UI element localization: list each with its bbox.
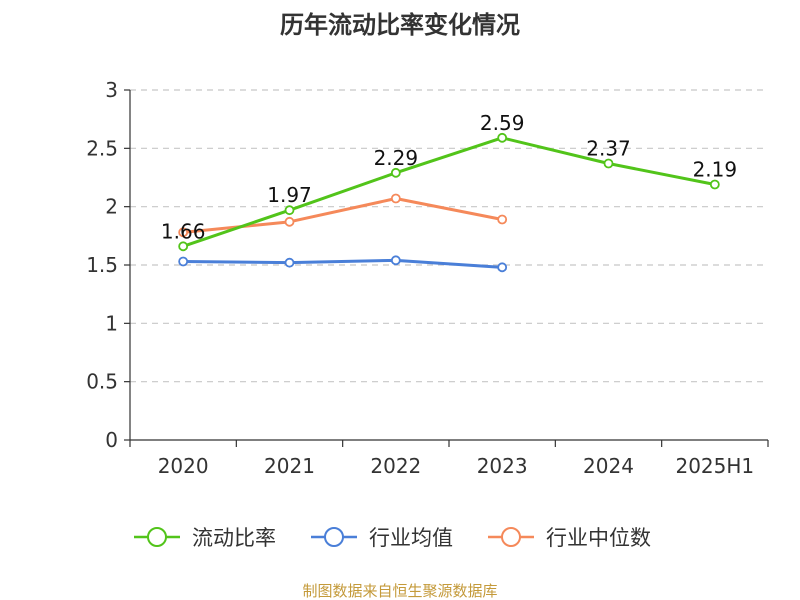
axes: 0 0.5 1 1.5 2 2.5 3 2020 2021 2022 2023 2024 2025H1 <box>86 78 769 478</box>
source-note: 制图数据来自恒生聚源数据库 <box>302 582 497 600</box>
data-point <box>603 158 614 169</box>
legend-item-0[interactable]: 流动比率 <box>134 526 276 550</box>
x-tick-label: 2020 <box>158 454 209 478</box>
data-point <box>390 255 401 266</box>
data-point <box>390 193 401 204</box>
legend-marker <box>501 527 521 547</box>
data-point <box>497 132 508 143</box>
data-label: 2.59 <box>480 111 525 135</box>
series-layer <box>178 132 720 273</box>
legend-label: 流动比率 <box>192 526 276 550</box>
y-tick-label: 2 <box>105 195 118 219</box>
y-tick-label: 3 <box>105 78 118 102</box>
y-tick-label: 0 <box>105 428 118 452</box>
data-label: 2.19 <box>693 158 738 182</box>
legend-label: 行业中位数 <box>546 526 651 550</box>
x-tick-label: 2022 <box>370 454 421 478</box>
legend-item-1[interactable]: 行业均值 <box>311 526 453 550</box>
series-line <box>183 197 503 234</box>
data-point <box>497 214 508 225</box>
series-0 <box>178 132 720 252</box>
data-point <box>390 167 401 178</box>
data-point <box>709 179 720 190</box>
data-label: 2.37 <box>586 137 631 161</box>
x-tick-label: 2021 <box>264 454 315 478</box>
legend-item-2[interactable]: 行业中位数 <box>488 526 651 550</box>
data-labels: 1.66 1.97 2.29 2.59 2.37 2.19 <box>161 111 737 244</box>
data-point <box>178 227 189 238</box>
data-point <box>284 257 295 268</box>
data-label: 1.97 <box>267 183 312 207</box>
legend[interactable]: 流动比率 行业均值 行业中位数 <box>134 526 651 550</box>
legend-marker <box>324 527 344 547</box>
grid-lines <box>130 89 768 383</box>
data-label: 1.66 <box>161 219 206 243</box>
legend-marker <box>147 527 167 547</box>
x-tick-label: 2023 <box>477 454 528 478</box>
y-tick-label: 1.5 <box>86 253 118 277</box>
x-tick-label: 2025H1 <box>675 454 754 478</box>
legend-label: 行业均值 <box>369 526 453 550</box>
series-line <box>182 136 716 248</box>
data-point <box>497 262 508 273</box>
y-tick-label: 1 <box>105 311 118 335</box>
data-point <box>284 205 295 216</box>
data-point <box>284 216 295 227</box>
series-1 <box>178 255 508 273</box>
data-label: 2.29 <box>374 146 419 170</box>
y-tick-label: 2.5 <box>86 136 118 160</box>
data-point <box>178 241 189 252</box>
x-tick-label: 2024 <box>583 454 634 478</box>
y-tick-label: 0.5 <box>86 370 118 394</box>
series-line <box>183 258 503 269</box>
data-point <box>178 256 189 267</box>
chart-title: 历年流动比率变化情况 <box>280 11 520 39</box>
